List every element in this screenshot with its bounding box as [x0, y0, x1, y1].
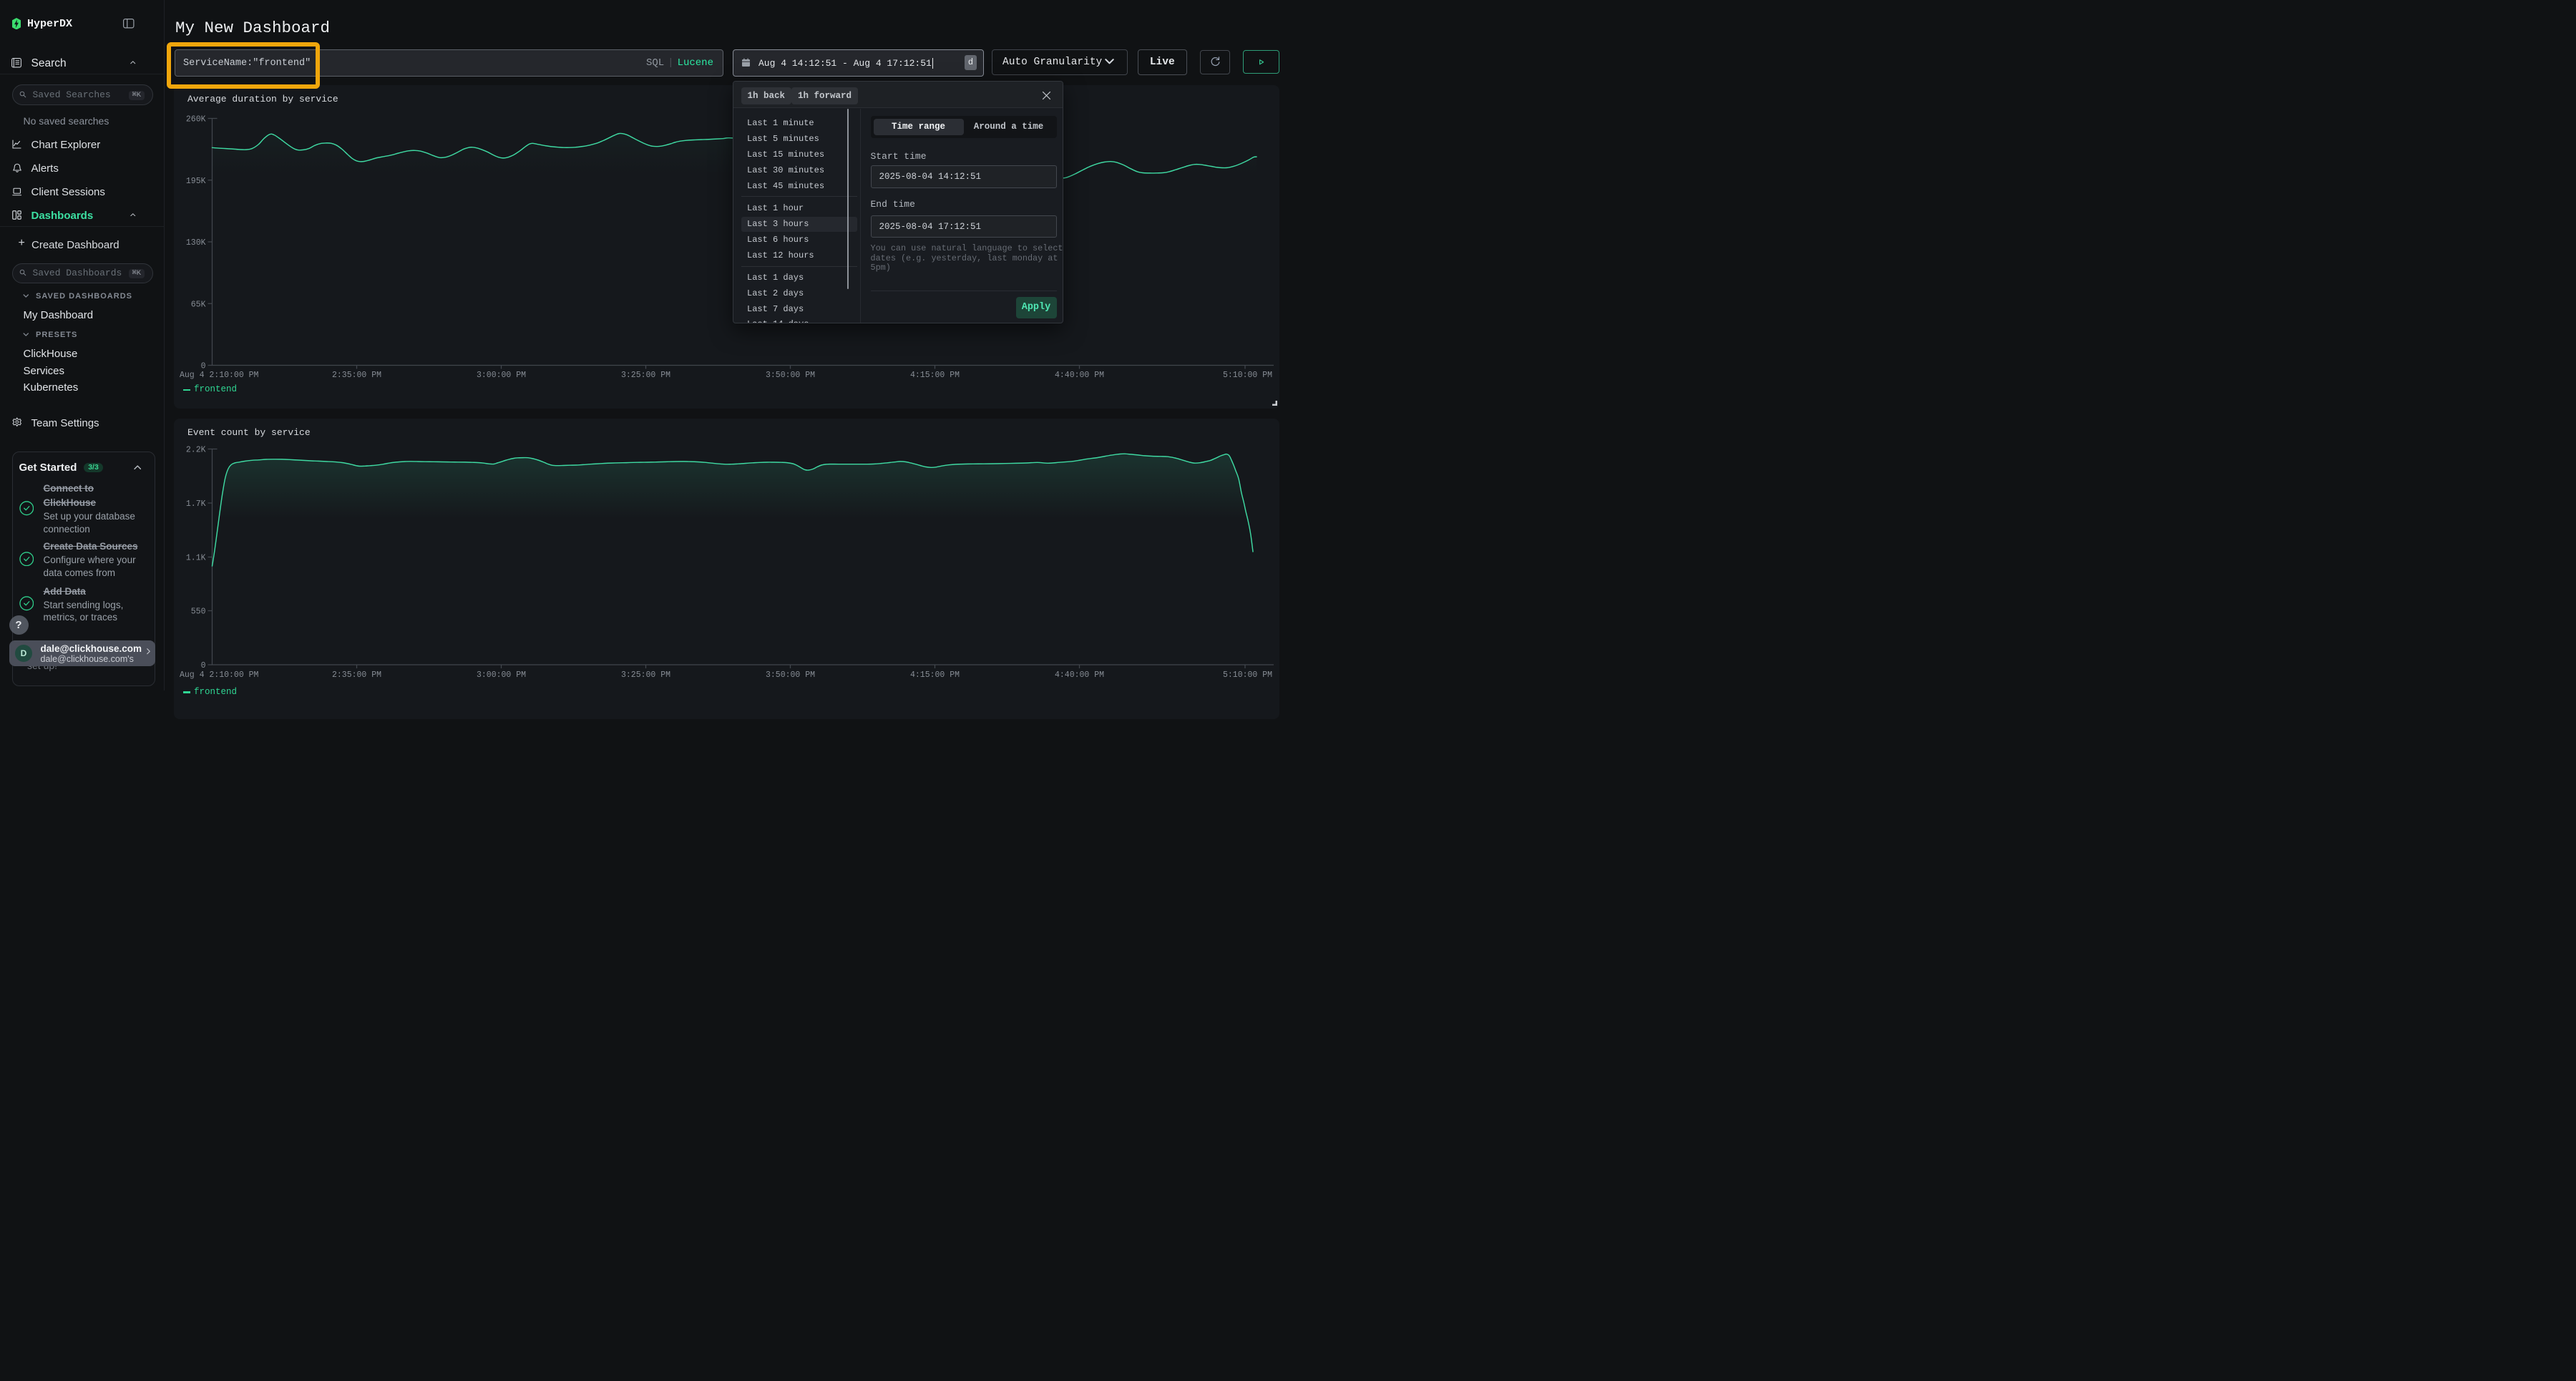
- svg-text:5:10:00 PM: 5:10:00 PM: [1223, 371, 1272, 380]
- svg-text:2:35:00 PM: 2:35:00 PM: [332, 670, 381, 680]
- svg-text:130K: 130K: [186, 238, 206, 248]
- svg-text:65K: 65K: [191, 300, 206, 309]
- svg-text:0: 0: [201, 661, 206, 670]
- svg-text:3:25:00 PM: 3:25:00 PM: [621, 670, 670, 680]
- svg-text:195K: 195K: [186, 176, 206, 185]
- svg-text:260K: 260K: [186, 114, 206, 124]
- svg-text:5:10:00 PM: 5:10:00 PM: [1223, 670, 1272, 680]
- svg-text:Aug 4 2:10:00 PM: Aug 4 2:10:00 PM: [180, 670, 259, 680]
- svg-text:4:15:00 PM: 4:15:00 PM: [910, 670, 960, 680]
- svg-text:3:00:00 PM: 3:00:00 PM: [477, 371, 526, 380]
- svg-text:4:40:00 PM: 4:40:00 PM: [1055, 371, 1104, 380]
- svg-text:1.1K: 1.1K: [186, 554, 206, 563]
- svg-text:Aug 4 2:10:00 PM: Aug 4 2:10:00 PM: [180, 371, 259, 380]
- svg-text:0: 0: [201, 361, 206, 371]
- svg-text:2.2K: 2.2K: [186, 446, 206, 455]
- svg-text:4:40:00 PM: 4:40:00 PM: [1055, 670, 1104, 680]
- svg-text:2:35:00 PM: 2:35:00 PM: [332, 371, 381, 380]
- svg-text:550: 550: [191, 607, 206, 617]
- svg-text:3:50:00 PM: 3:50:00 PM: [766, 371, 815, 380]
- svg-text:3:25:00 PM: 3:25:00 PM: [621, 371, 670, 380]
- svg-text:1.7K: 1.7K: [186, 499, 206, 509]
- svg-text:3:50:00 PM: 3:50:00 PM: [766, 670, 815, 680]
- svg-text:3:00:00 PM: 3:00:00 PM: [477, 670, 526, 680]
- svg-text:4:15:00 PM: 4:15:00 PM: [910, 371, 960, 380]
